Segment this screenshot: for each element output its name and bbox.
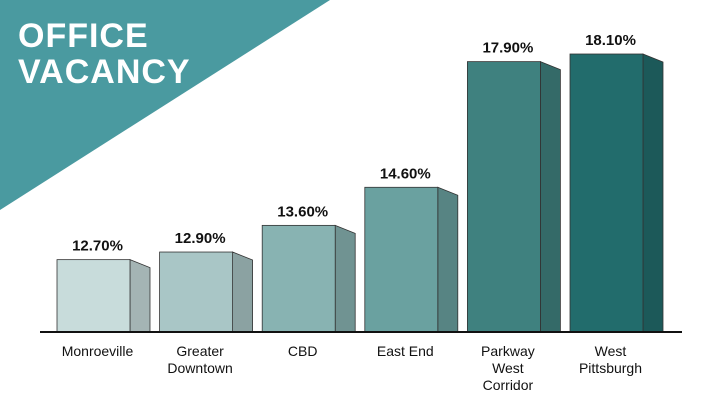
- bar-side: [129, 259, 151, 333]
- bar-front: [261, 224, 336, 333]
- bar-value-label: 18.10%: [585, 32, 636, 49]
- chart-title-line-1: OFFICE: [18, 17, 149, 55]
- category-label-line: Parkway: [481, 343, 535, 359]
- category-label-line: East End: [376, 343, 434, 359]
- category-label-line: Downtown: [167, 360, 233, 376]
- bar-side: [334, 224, 356, 333]
- bar-value-label: 12.90%: [175, 230, 226, 247]
- category-label: CBD: [248, 343, 358, 360]
- category-label-line: Pittsburgh: [578, 360, 643, 376]
- bar-side: [437, 186, 459, 333]
- bar-side: [232, 251, 254, 333]
- category-label: Greater Downtown: [145, 343, 255, 377]
- category-label: Parkway West Corridor: [453, 343, 563, 394]
- category-label-line: Greater: [176, 343, 224, 359]
- bar-2: 12.90%: [159, 230, 254, 333]
- category-label-line: West: [594, 343, 627, 359]
- bar-side: [540, 61, 561, 333]
- category-label: West Pittsburgh: [556, 343, 666, 377]
- bar-front: [364, 186, 439, 333]
- chart-title-line-2: VACANCY: [18, 53, 191, 91]
- category-label-line: Monroeville: [61, 343, 134, 359]
- bar-3: 13.60%: [261, 203, 356, 333]
- bar-front: [569, 53, 644, 333]
- bar-value-label: 17.90%: [482, 40, 533, 57]
- bar-front: [466, 61, 541, 333]
- bar-value-label: 12.70%: [72, 238, 123, 255]
- bar-value-label: 14.60%: [380, 165, 431, 182]
- category-label-line: West: [492, 360, 524, 376]
- bar-6: 18.10%: [569, 32, 664, 333]
- bar-1: 12.70%: [56, 238, 151, 333]
- category-label-line: Corridor: [482, 377, 534, 393]
- bar-front: [159, 251, 234, 333]
- bar-4: 14.60%: [364, 165, 459, 333]
- bar-side: [642, 53, 664, 333]
- bar-5: 17.90%: [466, 40, 561, 333]
- category-label-line: CBD: [287, 343, 318, 359]
- bar-value-label: 13.60%: [277, 203, 328, 220]
- bar-front: [56, 259, 131, 333]
- category-label: Monroeville: [43, 343, 153, 360]
- category-label: East End: [350, 343, 460, 360]
